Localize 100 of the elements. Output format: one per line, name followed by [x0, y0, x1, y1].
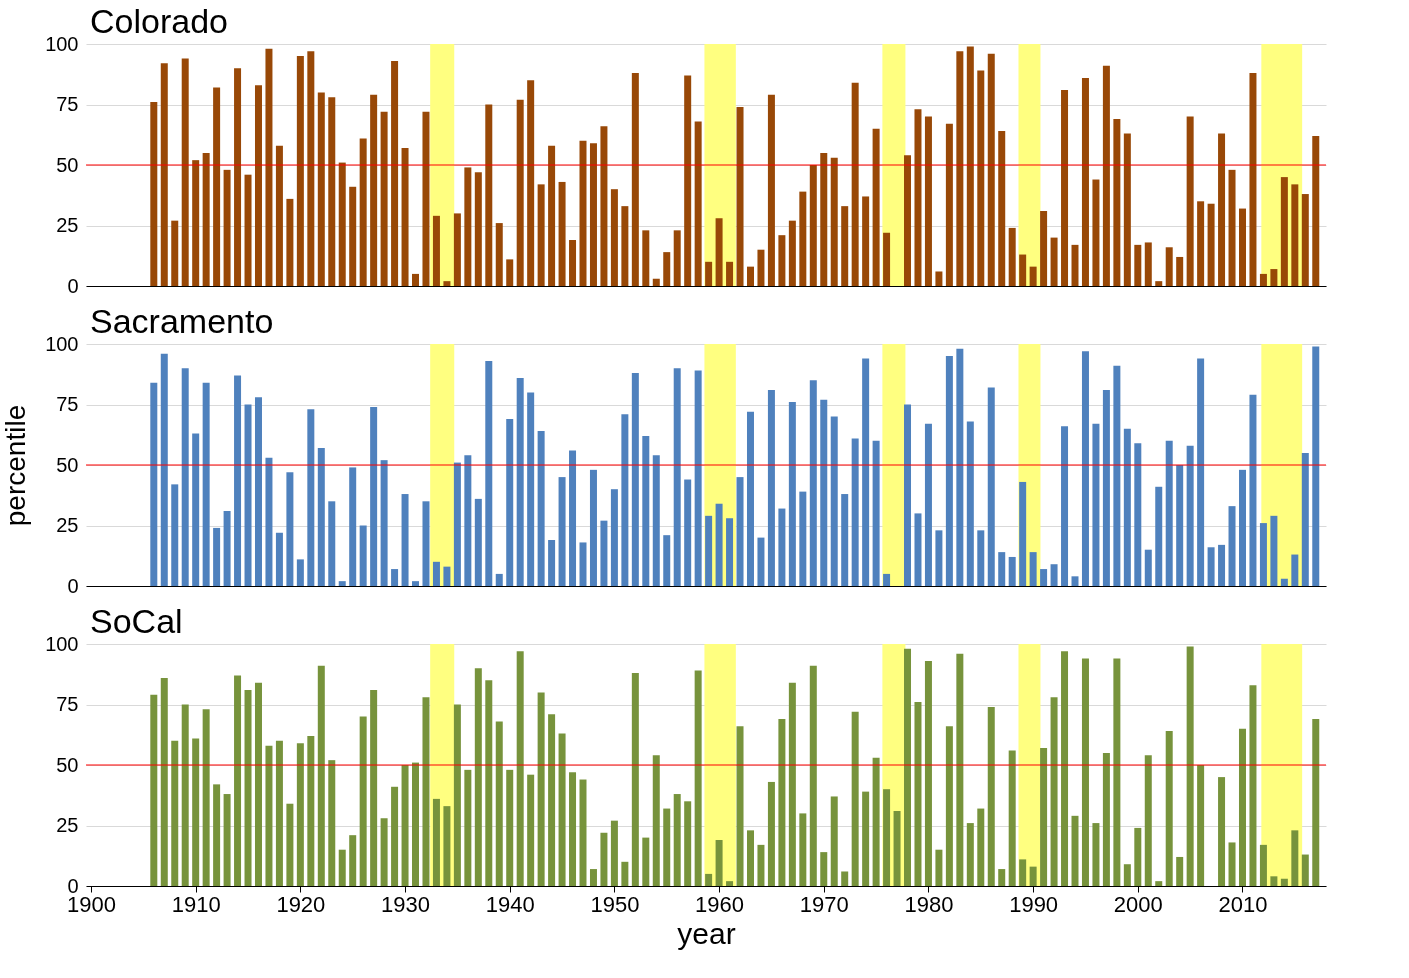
bar: [841, 494, 849, 586]
bar: [862, 358, 870, 586]
bar: [914, 513, 922, 586]
bar: [527, 392, 535, 586]
bar: [788, 220, 796, 286]
bar: [631, 373, 639, 586]
bar: [192, 738, 200, 886]
bar: [150, 382, 158, 586]
bar: [652, 755, 660, 886]
bar: [527, 80, 535, 286]
y-tick-label: 0: [67, 874, 79, 897]
bar: [1008, 556, 1016, 586]
bar: [223, 169, 231, 286]
bar: [862, 196, 870, 286]
bar: [642, 837, 650, 886]
bar: [1040, 210, 1048, 286]
bar: [485, 680, 493, 886]
bar: [935, 271, 943, 286]
bar: [234, 375, 242, 586]
bar: [767, 94, 775, 286]
bar: [495, 573, 503, 586]
bar: [150, 694, 158, 886]
bar: [380, 818, 388, 886]
bar: [610, 820, 618, 886]
bar: [171, 484, 179, 586]
bar: [736, 726, 744, 886]
bar: [1186, 646, 1194, 886]
chart-title: Colorado: [90, 2, 228, 40]
bar: [767, 781, 775, 886]
bar: [1291, 184, 1299, 286]
bar: [265, 457, 273, 586]
bar: [359, 525, 367, 586]
bar: [1238, 728, 1246, 886]
y-tick-label: 25: [56, 514, 79, 536]
bar: [422, 501, 430, 586]
y-tick-label: 100: [45, 632, 79, 655]
bar: [160, 677, 168, 886]
bar: [1280, 878, 1288, 886]
bar: [202, 152, 210, 286]
bar: [1270, 269, 1278, 286]
bar: [1144, 755, 1152, 886]
bar: [631, 73, 639, 286]
bar: [809, 665, 817, 886]
bar: [621, 206, 629, 286]
bar: [192, 433, 200, 586]
bar: [1291, 830, 1299, 886]
bar: [1081, 351, 1089, 586]
bar: [1238, 469, 1246, 586]
bar: [715, 503, 723, 586]
bar: [589, 143, 597, 286]
bar: [1102, 752, 1110, 886]
bar: [684, 479, 692, 586]
bar: [401, 494, 409, 586]
bar: [1102, 389, 1110, 586]
bar: [956, 51, 964, 286]
bar: [924, 660, 932, 886]
bar: [673, 230, 681, 286]
bar: [181, 704, 189, 886]
bar: [244, 174, 252, 286]
bar: [317, 92, 325, 286]
x-tick-label: 1970: [799, 891, 849, 917]
bar: [1029, 266, 1037, 286]
bar: [673, 368, 681, 586]
bar: [286, 472, 294, 586]
bar: [432, 215, 440, 286]
bar: [537, 184, 545, 286]
bar: [1186, 445, 1194, 586]
bar: [621, 414, 629, 586]
bar: [663, 252, 671, 286]
bar: [883, 789, 891, 886]
bar: [516, 377, 524, 586]
bar: [296, 559, 304, 586]
bar: [474, 498, 482, 586]
bar: [705, 873, 713, 886]
bar: [705, 261, 713, 286]
bar: [527, 774, 535, 886]
bar: [171, 220, 179, 286]
bar: [558, 477, 566, 586]
bar: [778, 508, 786, 586]
y-tick-label: 25: [56, 814, 79, 836]
bar: [757, 249, 765, 286]
x-tick-label: 2010: [1218, 891, 1268, 917]
bar: [809, 380, 817, 586]
bar: [1155, 281, 1163, 286]
bar: [1165, 247, 1173, 286]
bar: [757, 844, 765, 886]
bar: [474, 668, 482, 886]
bar: [1207, 547, 1215, 586]
bar: [516, 99, 524, 286]
bar: [987, 387, 995, 586]
bar: [1312, 346, 1320, 586]
bar: [579, 140, 587, 286]
bar: [328, 97, 336, 286]
bar: [569, 772, 577, 886]
bar: [548, 145, 556, 286]
bar: [778, 235, 786, 286]
bar: [1113, 119, 1121, 286]
bar: [914, 109, 922, 286]
y-tick-label: 0: [67, 274, 79, 297]
bar: [883, 573, 891, 586]
